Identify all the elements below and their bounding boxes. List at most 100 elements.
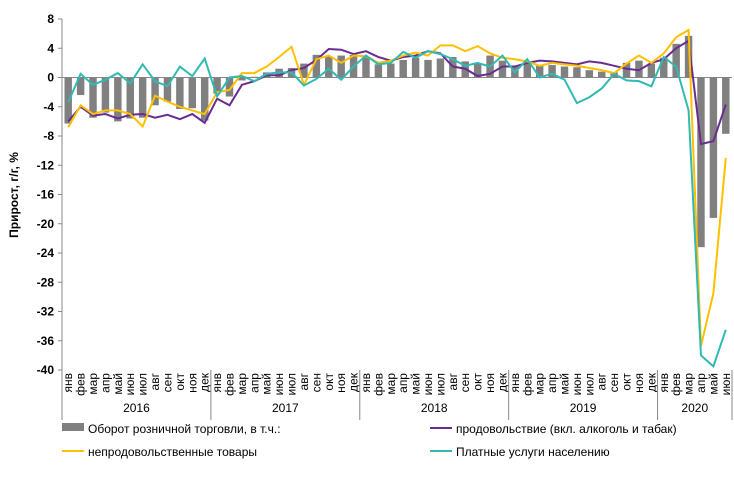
bar [585,70,594,78]
x-tick-label: июн [272,373,286,395]
x-tick-label: май [260,373,274,395]
bar [573,67,581,78]
bar [325,56,333,78]
bar [387,63,395,78]
x-tick-label: дек [495,372,509,392]
legend-label: продовольствие (вкл. алкоголь и табак) [456,422,677,436]
x-tick-label: янв [210,373,224,393]
x-tick-label: июл [136,373,150,395]
x-tick-label: сен [458,373,472,392]
bar [337,55,345,78]
bar [138,77,147,118]
bar [424,59,432,78]
x-tick-label: мар [533,373,547,395]
x-tick-label: мар [86,373,100,395]
bar [548,65,556,78]
x-tick-label: дек [347,372,361,392]
bar [411,57,420,78]
bar [399,59,407,78]
bar [374,64,383,78]
x-tick-label: фев [371,373,385,396]
year-label: 2020 [681,401,708,415]
y-tick-label: -4 [43,100,54,114]
x-tick-label: июл [433,373,447,395]
bar [213,77,221,94]
x-tick-label: ноя [483,373,497,393]
year-label: 2016 [123,401,150,415]
x-tick-label: апр [396,373,410,393]
x-tick-label: авг [297,372,311,390]
x-tick-label: мар [235,373,249,395]
year-label: 2018 [421,401,448,415]
x-tick-label: май [558,373,572,395]
y-axis-label: Прирост, г/г, % [7,152,21,238]
bar [473,63,482,78]
legend-swatch [62,423,84,431]
x-tick-label: май [706,373,720,395]
x-tick-label: мар [384,373,398,395]
bar [312,54,321,78]
x-tick-label: фев [74,373,88,396]
bar [126,77,134,119]
x-tick-label: ноя [632,373,646,393]
y-tick-label: -8 [43,129,54,143]
x-tick-label: ноя [185,373,199,393]
y-tick-label: -16 [37,188,55,202]
x-tick-label: фев [520,373,534,396]
y-tick-label: 8 [47,12,54,26]
x-tick-label: апр [98,373,112,393]
legend-label: Оборот розничной торговли, в т.ч.: [88,422,281,436]
year-label: 2017 [272,401,299,415]
bar [238,77,246,81]
legend-label: Платные услуги населению [456,445,610,459]
x-tick-label: авг [446,372,460,390]
bar [200,77,209,121]
x-tick-label: янв [359,373,373,393]
y-tick-label: -20 [37,217,55,231]
bar [622,62,631,78]
bar [598,71,606,78]
x-tick-label: сен [160,373,174,392]
x-tick-label: янв [657,373,671,393]
y-tick-label: 4 [47,41,54,55]
bar [660,57,668,78]
x-tick-label: июн [719,373,733,395]
legend-label: непродовольственные товары [88,445,257,459]
bar [436,58,445,78]
y-tick-label: -36 [37,334,55,348]
bar [176,77,184,109]
y-tick-label: -24 [37,246,55,260]
year-label: 2019 [570,401,597,415]
x-tick-label: май [111,373,125,395]
bar [523,62,531,78]
bar [101,77,110,113]
y-tick-label: -12 [37,158,55,172]
bar [225,77,234,97]
x-tick-label: окт [471,373,485,391]
y-tick-label: -28 [37,275,55,289]
x-tick-label: июл [582,373,596,395]
bar [672,43,680,78]
x-tick-label: дек [644,372,658,392]
bar [89,77,97,118]
bar [151,77,159,106]
bar [300,63,308,78]
x-tick-label: дек [198,372,212,392]
y-tick-label: 0 [47,71,54,85]
bar [498,60,507,78]
x-tick-label: апр [247,373,261,393]
x-tick-label: сен [607,373,621,392]
x-tick-label: июн [570,373,584,395]
x-tick-label: фев [669,373,683,396]
bar [188,77,196,109]
x-tick-label: ноя [334,373,348,393]
x-tick-label: окт [173,373,187,391]
x-tick-label: май [409,373,423,395]
x-tick-label: окт [620,373,634,391]
x-tick-label: янв [61,373,75,393]
bar [362,57,370,78]
bar [76,77,85,96]
x-tick-label: июн [123,373,137,395]
bar [647,63,656,78]
